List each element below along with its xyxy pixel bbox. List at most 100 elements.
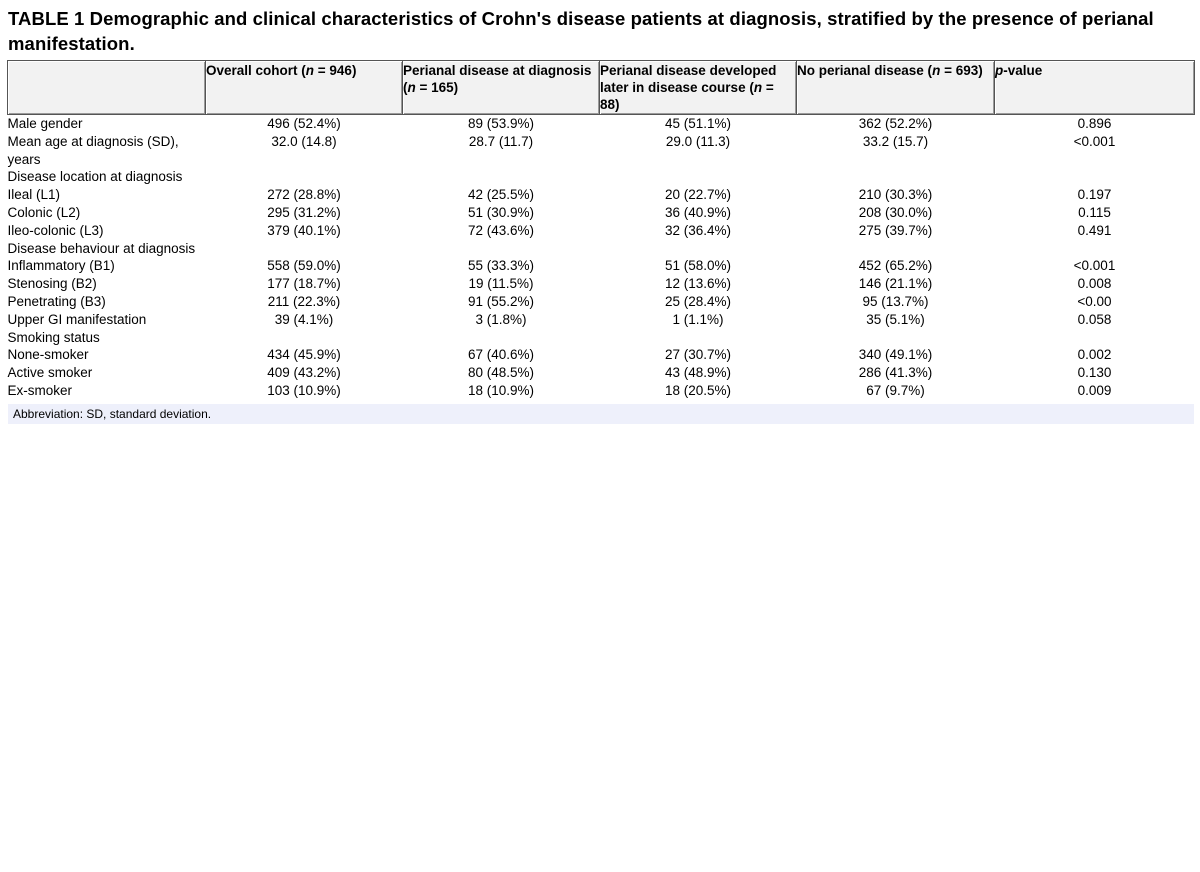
row-label: Ileal (L1) bbox=[7, 187, 61, 203]
row-label: Inflammatory (B1) bbox=[7, 258, 115, 274]
row-label: Colonic (L2) bbox=[7, 204, 81, 220]
table-cell: 0.197 bbox=[1077, 187, 1112, 203]
row-label: Penetrating (B3) bbox=[7, 293, 106, 309]
table-cell bbox=[206, 240, 403, 258]
header-cell-overall: Overall cohort (n = 946) bbox=[205, 60, 403, 115]
table-cell: 286 (41.3%) bbox=[858, 365, 933, 381]
row-label: Disease behaviour at diagnosis bbox=[7, 240, 196, 256]
table-cell: 25 (28.4%) bbox=[664, 293, 732, 309]
table-row: Upper GI manifestation 39 (4.1%) 3 (1.8%) 1… bbox=[8, 311, 1195, 329]
table-cell: 18 (10.9%) bbox=[467, 382, 535, 398]
table-cell bbox=[403, 240, 600, 258]
table-row: Male gender 496 (52.4%) 89 (53.9%) 45 (51.1… bbox=[8, 115, 1195, 133]
table-row: Inflammatory (B1) 558 (59.0%) 55 (33.3%) 51… bbox=[8, 257, 1195, 275]
row-label: None-smoker bbox=[7, 347, 89, 363]
table-body: Male gender 496 (52.4%) 89 (53.9%) 45 (51.1… bbox=[8, 115, 1195, 400]
table-cell: 0.491 bbox=[1077, 222, 1112, 238]
table-cell: 95 (13.7%) bbox=[862, 293, 929, 309]
table-cell: 89 (53.9%) bbox=[467, 116, 535, 131]
table-cell: 32 (36.4%) bbox=[664, 222, 732, 238]
table-cell bbox=[995, 329, 1195, 347]
table-cell: <0.00 bbox=[1077, 293, 1112, 309]
table-cell: 558 (59.0%) bbox=[267, 258, 341, 274]
table-cell bbox=[206, 329, 403, 347]
table-cell: 32.0 (14.8) bbox=[271, 133, 337, 149]
header-cell-label bbox=[7, 60, 206, 115]
table-row: Stenosing (B2) 177 (18.7%) 19 (11.5%) 12 (1… bbox=[8, 275, 1195, 293]
table-cell: 0.115 bbox=[1078, 204, 1111, 220]
table-cell: 35 (5.1%) bbox=[866, 311, 925, 327]
table-cell: 42 (25.5%) bbox=[467, 187, 535, 203]
table-row: Smoking status bbox=[8, 329, 1195, 347]
header-cell-perianal-at-diagnosis: Perianal disease at diagnosis (n = 165) bbox=[402, 60, 600, 115]
footnote: Abbreviation: SD, standard deviation. bbox=[8, 404, 1194, 424]
table-row: Colonic (L2) 295 (31.2%) 51 (30.9%) 36 (40.… bbox=[8, 204, 1195, 222]
row-label: Smoking status bbox=[7, 329, 100, 345]
table-row: Disease behaviour at diagnosis bbox=[8, 240, 1195, 258]
table-cell: 67 (9.7%) bbox=[866, 382, 925, 398]
table-cell bbox=[600, 168, 797, 186]
table-cell: 91 (55.2%) bbox=[467, 293, 535, 309]
table-cell: 103 (10.9%) bbox=[267, 382, 341, 398]
table-row: Ileal (L1) 272 (28.8%) 42 (25.5%) 20 (22.7%… bbox=[8, 186, 1195, 204]
table-cell: 0.008 bbox=[1077, 276, 1112, 292]
table-cell bbox=[600, 240, 797, 258]
table-cell: 43 (48.9%) bbox=[664, 365, 732, 381]
characteristics-table: Overall cohort (n = 946) Perianal diseas… bbox=[7, 60, 1195, 400]
row-label: Disease location at diagnosis bbox=[7, 169, 183, 185]
table-cell: 33.2 (15.7) bbox=[862, 133, 929, 149]
table-cell: 19 (11.5%) bbox=[468, 276, 534, 292]
table-row: Mean age at diagnosis (SD), years 32.0 (1… bbox=[8, 133, 1195, 169]
header-cell-p-value: p-value bbox=[994, 60, 1195, 115]
table-cell: 177 (18.7%) bbox=[267, 276, 341, 292]
row-label: Ileo-colonic (L3) bbox=[7, 222, 104, 238]
table-cell bbox=[797, 240, 995, 258]
table-cell: 27 (30.7%) bbox=[664, 347, 732, 363]
table-row: Active smoker 409 (43.2%) 80 (48.5%) 43 (48… bbox=[8, 364, 1195, 382]
table-cell: 295 (31.2%) bbox=[267, 204, 341, 220]
table-cell bbox=[403, 168, 600, 186]
table-row: Disease location at diagnosis bbox=[8, 168, 1195, 186]
table-cell: 0.058 bbox=[1077, 311, 1112, 327]
table-cell: 1 (1.1%) bbox=[672, 311, 724, 327]
table-cell: 55 (33.3%) bbox=[467, 258, 535, 274]
table-cell bbox=[206, 168, 403, 186]
table-cell: 51 (58.0%) bbox=[664, 258, 732, 274]
table-cell: 29.0 (11.3) bbox=[665, 133, 731, 149]
header-row: Overall cohort (n = 946) Perianal diseas… bbox=[7, 60, 1195, 115]
table-cell: 496 (52.4%) bbox=[267, 116, 341, 131]
table-cell: 0.130 bbox=[1077, 365, 1112, 381]
header-cell-no-perianal: No perianal disease (n = 693) bbox=[796, 60, 995, 115]
table-cell: 340 (49.1%) bbox=[858, 347, 933, 363]
table-cell: 208 (30.0%) bbox=[858, 204, 933, 220]
table-cell: 51 (30.9%) bbox=[467, 204, 535, 220]
row-label: Mean age at diagnosis (SD), years bbox=[7, 133, 179, 167]
header-cell-perianal-later: Perianal disease developed later in dise… bbox=[599, 60, 797, 115]
table-cell: 72 (43.6%) bbox=[467, 222, 535, 238]
table-cell: 36 (40.9%) bbox=[664, 204, 732, 220]
table-cell: 211 (22.3%) bbox=[267, 293, 341, 309]
table-cell: 39 (4.1%) bbox=[274, 311, 334, 327]
table-title: TABLE 1 Demographic and clinical charact… bbox=[8, 8, 1154, 54]
table-cell: 452 (65.2%) bbox=[858, 258, 933, 274]
table-cell: <0.001 bbox=[1073, 133, 1116, 149]
table-row: Ex-smoker 103 (10.9%) 18 (10.9%) 18 (20.5%)… bbox=[8, 382, 1195, 400]
table-cell: 362 (52.2%) bbox=[858, 116, 933, 131]
table-cell: 3 (1.8%) bbox=[475, 311, 527, 327]
table-cell: 12 (13.6%) bbox=[664, 276, 732, 292]
table-row: Ileo-colonic (L3) 379 (40.1%) 72 (43.6%) 32… bbox=[8, 222, 1195, 240]
table-cell: 379 (40.1%) bbox=[267, 222, 341, 238]
table-cell: 0.002 bbox=[1077, 347, 1112, 363]
table-cell bbox=[600, 329, 797, 347]
row-label: Ex-smoker bbox=[7, 382, 73, 398]
table-cell: 45 (51.1%) bbox=[664, 116, 732, 131]
table-cell: 80 (48.5%) bbox=[467, 365, 535, 381]
table-cell: 67 (40.6%) bbox=[467, 347, 535, 363]
table-cell: 20 (22.7%) bbox=[664, 187, 732, 203]
table-cell bbox=[995, 168, 1195, 186]
table-cell: 210 (30.3%) bbox=[858, 187, 933, 203]
row-label: Upper GI manifestation bbox=[7, 311, 147, 327]
table-cell: 0.896 bbox=[1077, 116, 1112, 131]
row-label: Active smoker bbox=[7, 365, 93, 381]
table-cell: <0.001 bbox=[1073, 258, 1116, 274]
